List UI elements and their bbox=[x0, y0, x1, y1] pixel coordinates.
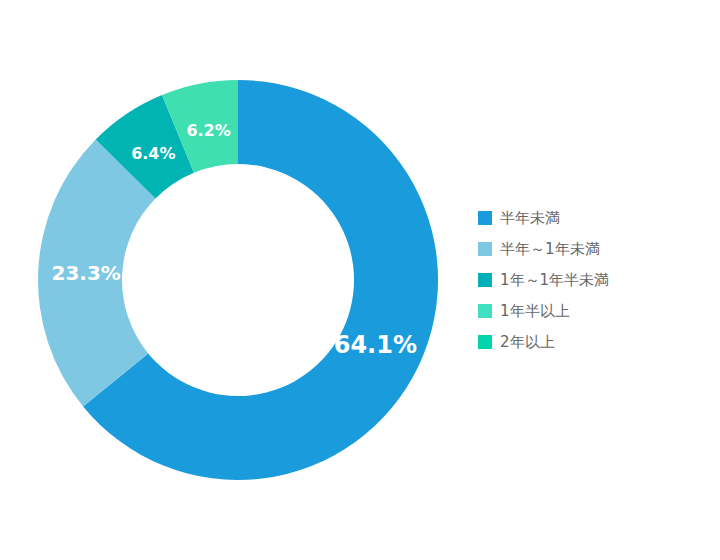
svg-text:6.2%: 6.2% bbox=[186, 121, 230, 140]
html-text:1年半以上: 1年半以上 bbox=[500, 301, 570, 320]
html-text:2年以上: 2年以上 bbox=[500, 332, 555, 351]
svg-text:64.1%: 64.1% bbox=[334, 331, 417, 359]
svg-text:23.3%: 23.3% bbox=[51, 261, 120, 285]
html-text:半年未満: 半年未満 bbox=[500, 208, 560, 227]
html-text:1年～1年半未満: 1年～1年半未満 bbox=[500, 270, 610, 289]
svg-text:6.4%: 6.4% bbox=[131, 144, 175, 163]
html-text:半年～1年未満: 半年～1年未満 bbox=[500, 239, 600, 258]
